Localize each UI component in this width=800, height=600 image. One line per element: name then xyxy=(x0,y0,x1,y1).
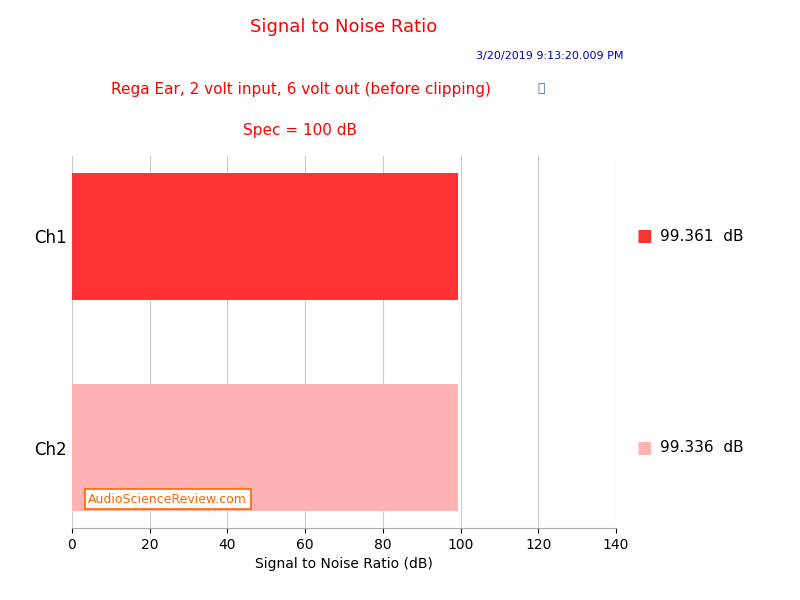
X-axis label: Signal to Noise Ratio (dB): Signal to Noise Ratio (dB) xyxy=(255,557,433,571)
Text: Rega Ear, 2 volt input, 6 volt out (before clipping): Rega Ear, 2 volt input, 6 volt out (befo… xyxy=(110,82,490,97)
Text: Signal to Noise Ratio: Signal to Noise Ratio xyxy=(250,18,438,36)
Text: ■: ■ xyxy=(636,439,652,457)
Text: 99.361  dB: 99.361 dB xyxy=(660,229,743,244)
Text: Ⓐ: Ⓐ xyxy=(537,82,545,95)
Text: AudioScienceReview.com: AudioScienceReview.com xyxy=(88,493,247,506)
Text: ■: ■ xyxy=(636,227,652,245)
Text: 99.336  dB: 99.336 dB xyxy=(660,440,744,455)
Bar xyxy=(72,173,458,300)
Text: 3/20/2019 9:13:20.009 PM: 3/20/2019 9:13:20.009 PM xyxy=(477,51,624,61)
Text: Spec = 100 dB: Spec = 100 dB xyxy=(243,122,358,137)
Bar xyxy=(72,384,458,511)
